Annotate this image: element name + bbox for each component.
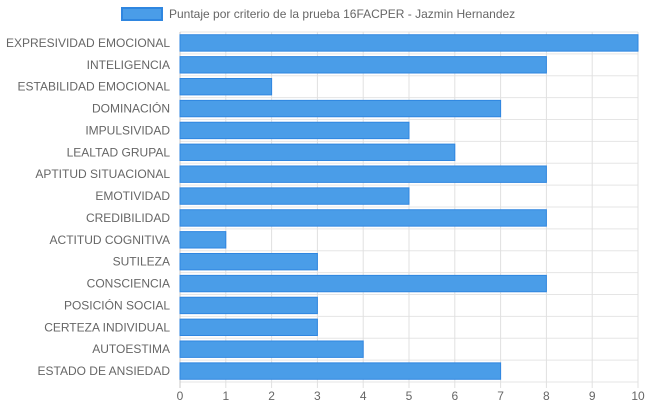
x-axis-labels: 0 1 2 3 4 5 6 7 8 9 10 xyxy=(177,389,645,403)
y-tick-label: EXPRESIVIDAD EMOCIONAL xyxy=(6,36,170,50)
y-tick-label: POSICIÓN SOCIAL xyxy=(64,297,170,312)
bar[interactable] xyxy=(179,274,547,293)
x-tick-label: 6 xyxy=(451,389,458,403)
y-tick-label: AUTOESTIMA xyxy=(92,342,170,356)
bar[interactable] xyxy=(179,56,547,74)
y-tick-label: DOMINACIÓN xyxy=(92,101,170,116)
y-tick-label: INTELIGENCIA xyxy=(87,58,170,72)
y-tick-label: CREDIBILIDAD xyxy=(86,211,170,225)
y-tick-label: CERTEZA INDIVIDUAL xyxy=(44,320,170,334)
bar[interactable] xyxy=(179,362,502,380)
bar[interactable] xyxy=(179,231,227,249)
bar[interactable] xyxy=(179,143,456,162)
x-tick-label: 3 xyxy=(314,389,321,403)
bar[interactable] xyxy=(179,77,273,96)
y-tick-label: IMPULSIVIDAD xyxy=(85,123,170,137)
x-tick-label: 8 xyxy=(543,389,550,403)
bar[interactable] xyxy=(179,187,410,205)
bar[interactable] xyxy=(179,340,364,358)
legend-label[interactable]: Puntaje por criterio de la prueba 16FACP… xyxy=(169,7,515,21)
legend-swatch[interactable] xyxy=(121,7,163,21)
y-tick-label: ACTITUD COGNITIVA xyxy=(50,233,170,247)
bars xyxy=(179,34,639,380)
y-tick-label: CONSCIENCIA xyxy=(87,277,170,291)
y-tick-label: ESTADO DE ANSIEDAD xyxy=(38,364,171,378)
x-tick-label: 4 xyxy=(360,389,367,403)
bar[interactable] xyxy=(179,318,318,337)
y-axis-labels: EXPRESIVIDAD EMOCIONAL INTELIGENCIA ESTABI… xyxy=(6,36,170,378)
x-tick-label: 10 xyxy=(631,389,645,403)
y-tick-label: ESTABILIDAD EMOCIONAL xyxy=(18,80,171,94)
bar[interactable] xyxy=(179,34,639,52)
y-tick-label: LEALTAD GRUPAL xyxy=(67,145,171,159)
bar[interactable] xyxy=(179,252,318,271)
bar[interactable] xyxy=(179,296,318,315)
x-tick-label: 9 xyxy=(589,389,596,403)
x-tick-label: 0 xyxy=(177,389,184,403)
y-tick-label: EMOTIVIDAD xyxy=(95,189,170,203)
bar[interactable] xyxy=(179,165,547,183)
y-tick-label: SUTILEZA xyxy=(113,255,170,269)
x-tick-label: 1 xyxy=(222,389,229,403)
x-tick-label: 2 xyxy=(268,389,275,403)
legend[interactable]: Puntaje por criterio de la prueba 16FACP… xyxy=(121,7,515,21)
bar[interactable] xyxy=(179,209,547,227)
bar[interactable] xyxy=(179,121,410,140)
y-tick-label: APTITUD SITUACIONAL xyxy=(35,167,170,181)
bar[interactable] xyxy=(179,99,502,118)
x-tick-label: 5 xyxy=(406,389,413,403)
x-tick-label: 7 xyxy=(497,389,504,403)
